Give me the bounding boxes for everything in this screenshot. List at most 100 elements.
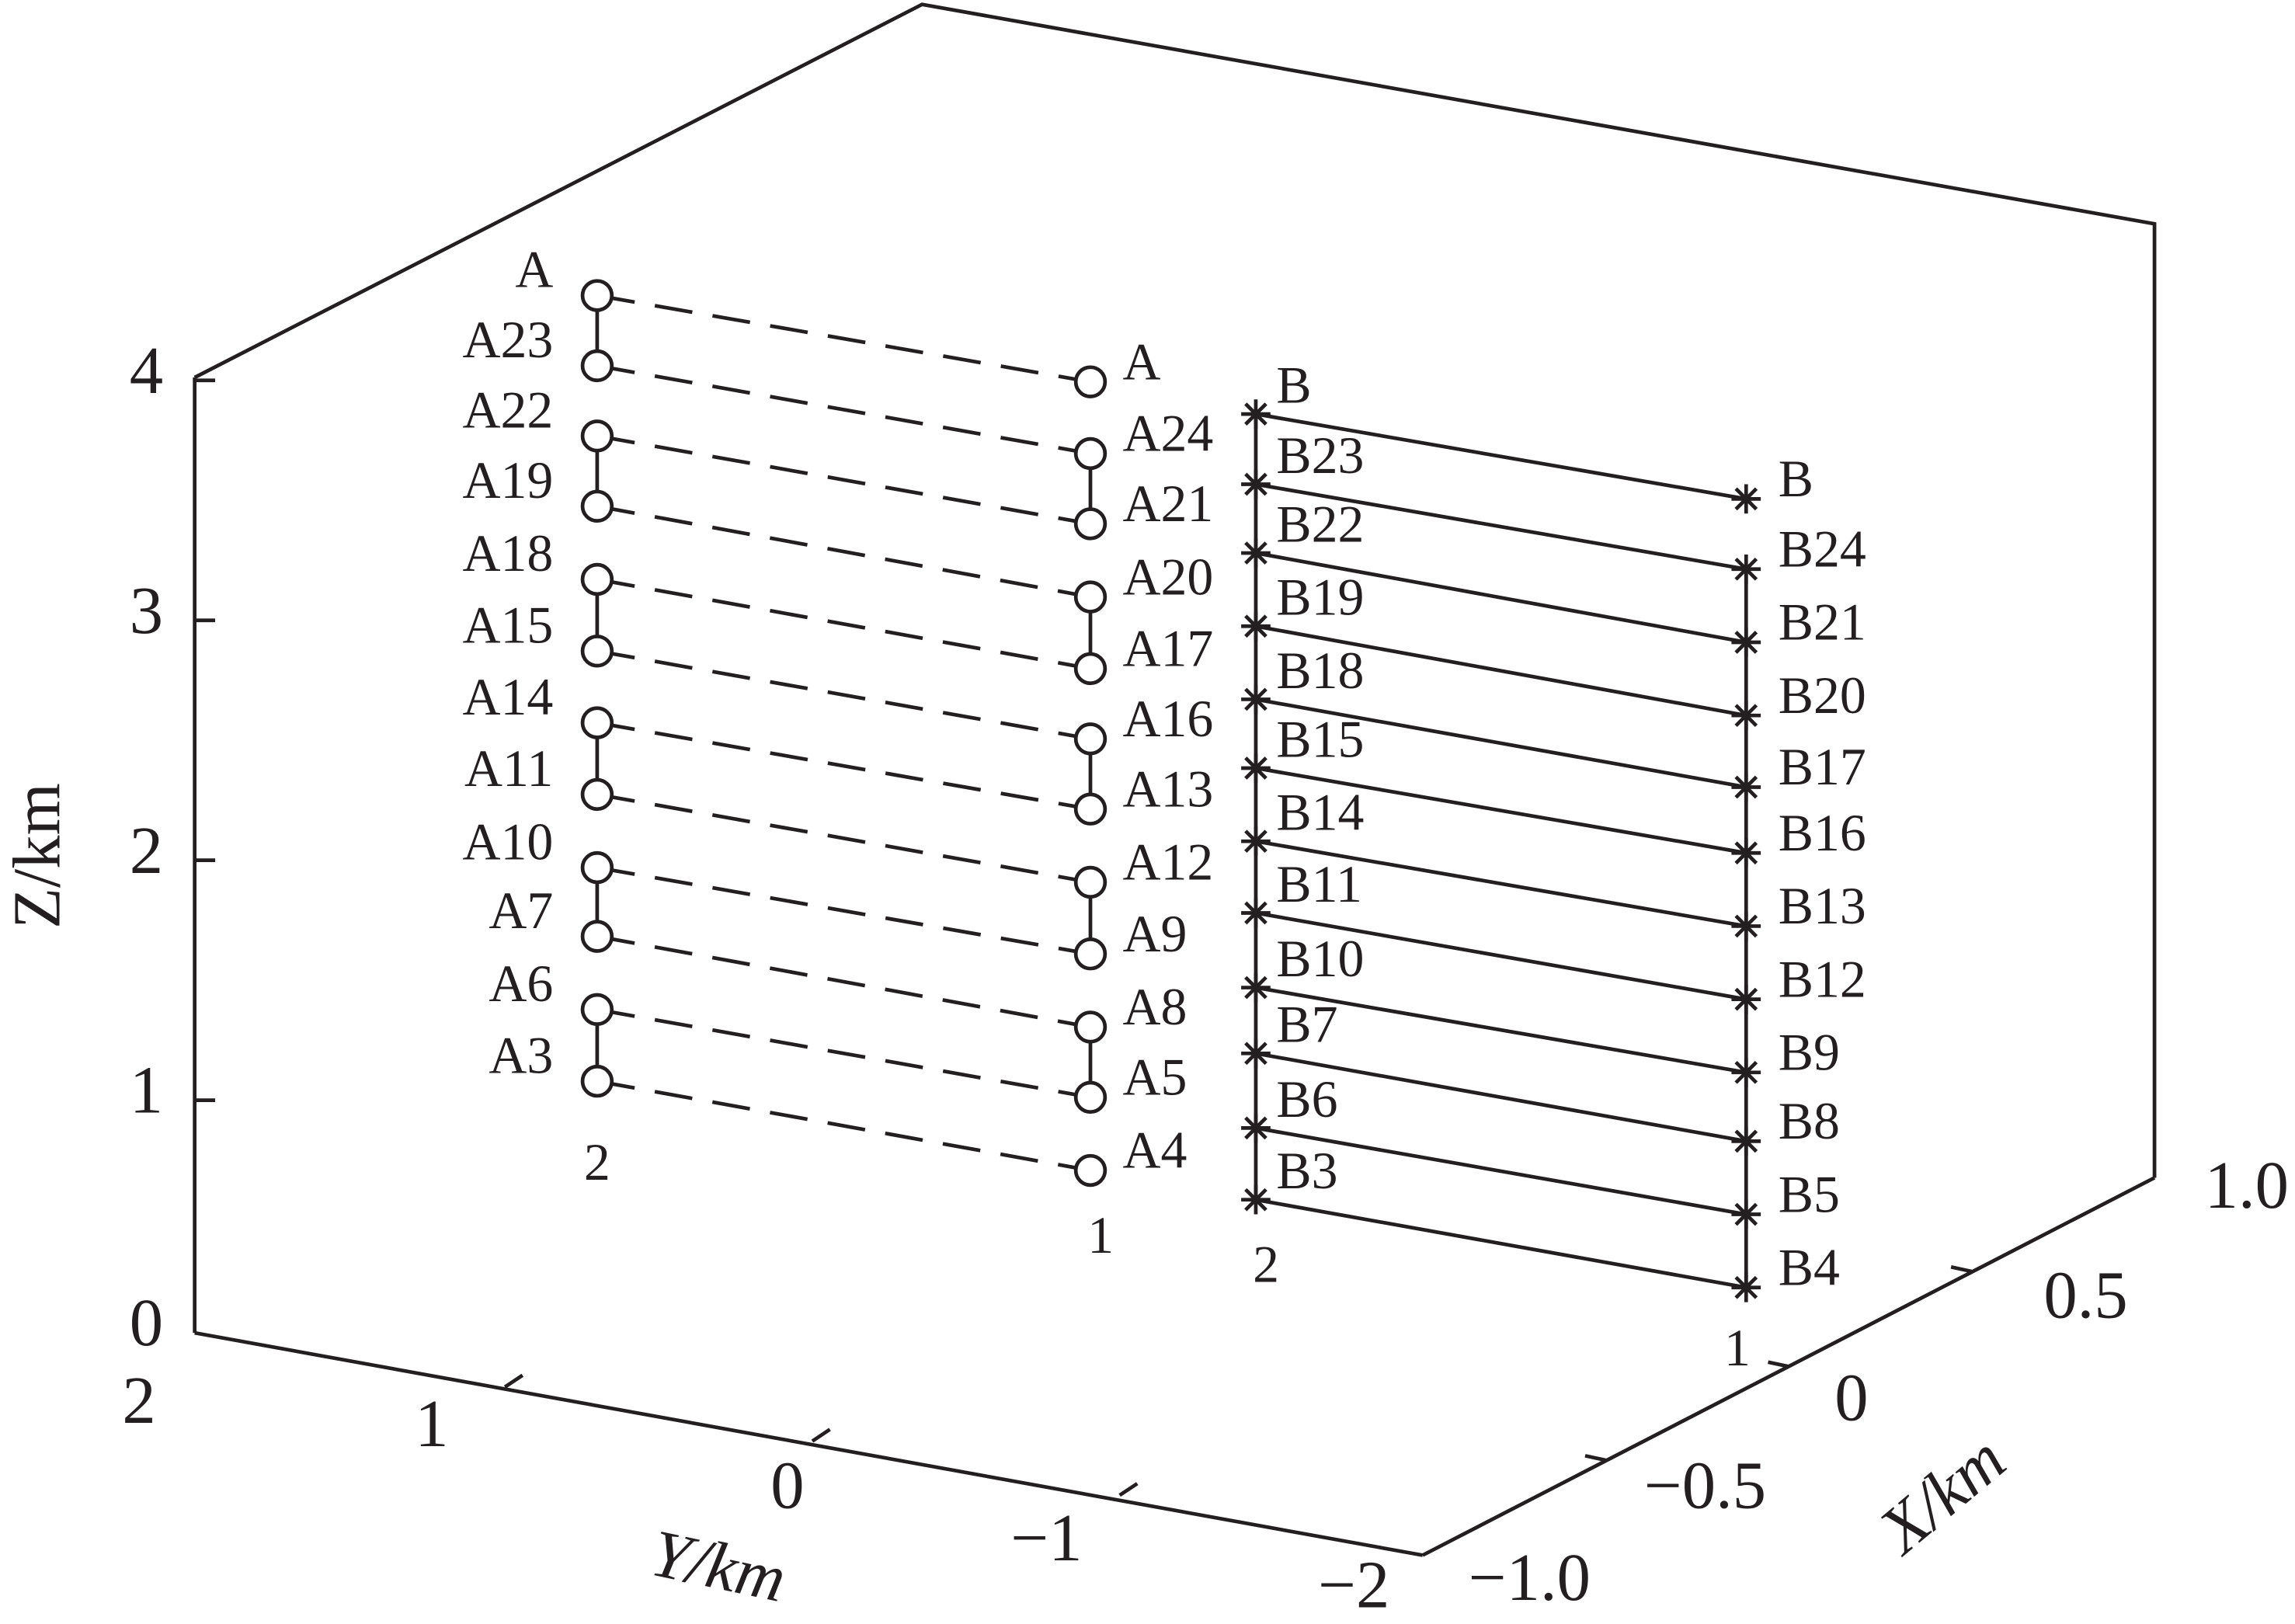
solid-link	[1255, 624, 1747, 718]
point-label: B16	[1779, 804, 1866, 862]
star-marker	[1731, 772, 1761, 802]
point-label: A18	[463, 524, 554, 582]
point-label: B14	[1276, 784, 1364, 842]
point-label: A	[515, 241, 553, 299]
circle-marker	[580, 850, 614, 885]
circle-marker	[580, 635, 614, 668]
point-label: B6	[1276, 1070, 1337, 1128]
y-tick	[1118, 1482, 1139, 1497]
z-tick-label: 1	[130, 1053, 163, 1128]
star-marker	[1731, 984, 1761, 1014]
point-label: A7	[489, 882, 553, 940]
star-marker	[1241, 898, 1271, 928]
dashed-link	[596, 294, 1091, 384]
point-label: B22	[1276, 496, 1364, 554]
star-marker	[1731, 701, 1761, 731]
point-label: A17	[1122, 620, 1213, 678]
point-label: A	[1122, 332, 1160, 391]
circle-marker	[580, 777, 614, 812]
circle-marker	[1073, 365, 1108, 398]
point-label: B8	[1779, 1092, 1840, 1150]
circle-marker	[1073, 792, 1108, 826]
y-tick-label: 1	[415, 1386, 448, 1461]
point-label: A22	[463, 381, 554, 440]
y-tick-label: −2	[1318, 1547, 1389, 1622]
circle-marker	[580, 349, 614, 383]
solid-link	[1255, 482, 1747, 572]
point-label: B9	[1779, 1024, 1840, 1082]
circle-marker	[580, 1064, 614, 1098]
y-tick	[811, 1428, 831, 1443]
x-axis-label: X/km	[1863, 1421, 2019, 1569]
dashed-link	[596, 504, 1091, 599]
solid-link	[1255, 1126, 1747, 1216]
y-tick-label: 0	[770, 1448, 804, 1522]
point-label: A16	[1122, 690, 1213, 748]
point-label: A19	[463, 451, 554, 509]
point-label: A14	[463, 668, 554, 726]
point-label: A15	[463, 596, 554, 654]
z-tick-label: 0	[130, 1285, 163, 1360]
point-label: B18	[1276, 642, 1364, 700]
solid-link	[1255, 1052, 1747, 1143]
z-tick-label: 4	[130, 333, 163, 408]
point-label: A6	[489, 955, 553, 1013]
x-tick-label: −0.5	[1644, 1448, 1766, 1522]
point-label: A10	[463, 812, 554, 871]
point-label: A24	[1122, 405, 1213, 463]
point-label: A21	[1122, 475, 1213, 533]
star-marker	[1731, 838, 1761, 868]
point-label: A13	[1122, 760, 1213, 818]
x-tick	[1950, 1265, 1973, 1274]
point-label: A23	[463, 311, 554, 369]
point-label: B17	[1779, 738, 1866, 796]
point-label: A20	[1122, 548, 1213, 606]
y-tick-label: −1	[1010, 1501, 1082, 1575]
star-marker	[1241, 469, 1271, 499]
star-marker	[1241, 538, 1271, 568]
point-label: A8	[1122, 978, 1187, 1036]
star-marker	[1241, 753, 1271, 783]
star-marker	[1731, 1199, 1761, 1229]
circle-marker	[580, 279, 614, 312]
point-label: A12	[1122, 833, 1213, 892]
solid-link	[1255, 697, 1747, 789]
circle-marker	[1073, 722, 1108, 756]
circle-marker	[1073, 937, 1108, 971]
point-label: A3	[489, 1026, 553, 1084]
dashed-link	[596, 1079, 1091, 1173]
circle-marker	[1073, 1080, 1108, 1115]
box-edge	[193, 2, 2157, 1178]
circle-marker	[580, 419, 614, 453]
star-marker	[1731, 1057, 1761, 1087]
point-label: A5	[1122, 1048, 1187, 1107]
star-marker	[1241, 1113, 1271, 1143]
solid-link	[1255, 986, 1747, 1075]
point-label: B20	[1779, 666, 1866, 725]
star-marker	[1241, 611, 1271, 642]
dashed-link	[596, 1007, 1091, 1100]
star-marker	[1731, 554, 1761, 584]
solid-link	[1255, 412, 1747, 501]
column-label: 2	[1253, 1236, 1279, 1294]
dashed-link	[596, 865, 1091, 956]
circle-marker	[1073, 865, 1108, 899]
solid-link	[1255, 839, 1747, 928]
circle-marker	[580, 706, 614, 739]
point-label: B10	[1276, 930, 1364, 988]
circle-marker	[1073, 580, 1108, 614]
point-label: B5	[1779, 1165, 1840, 1223]
x-tick-label: 1.0	[2205, 1148, 2289, 1222]
point-label: B21	[1779, 593, 1866, 652]
circle-marker	[1073, 1153, 1108, 1188]
solid-link	[1255, 1198, 1747, 1290]
dashed-link	[596, 363, 1091, 456]
star-marker	[1731, 628, 1761, 657]
x-tick-label: −1.0	[1469, 1540, 1591, 1615]
point-label: B24	[1779, 520, 1866, 579]
star-marker	[1241, 972, 1271, 1003]
y-axis	[194, 1330, 1424, 1557]
star-marker	[1241, 1038, 1271, 1069]
